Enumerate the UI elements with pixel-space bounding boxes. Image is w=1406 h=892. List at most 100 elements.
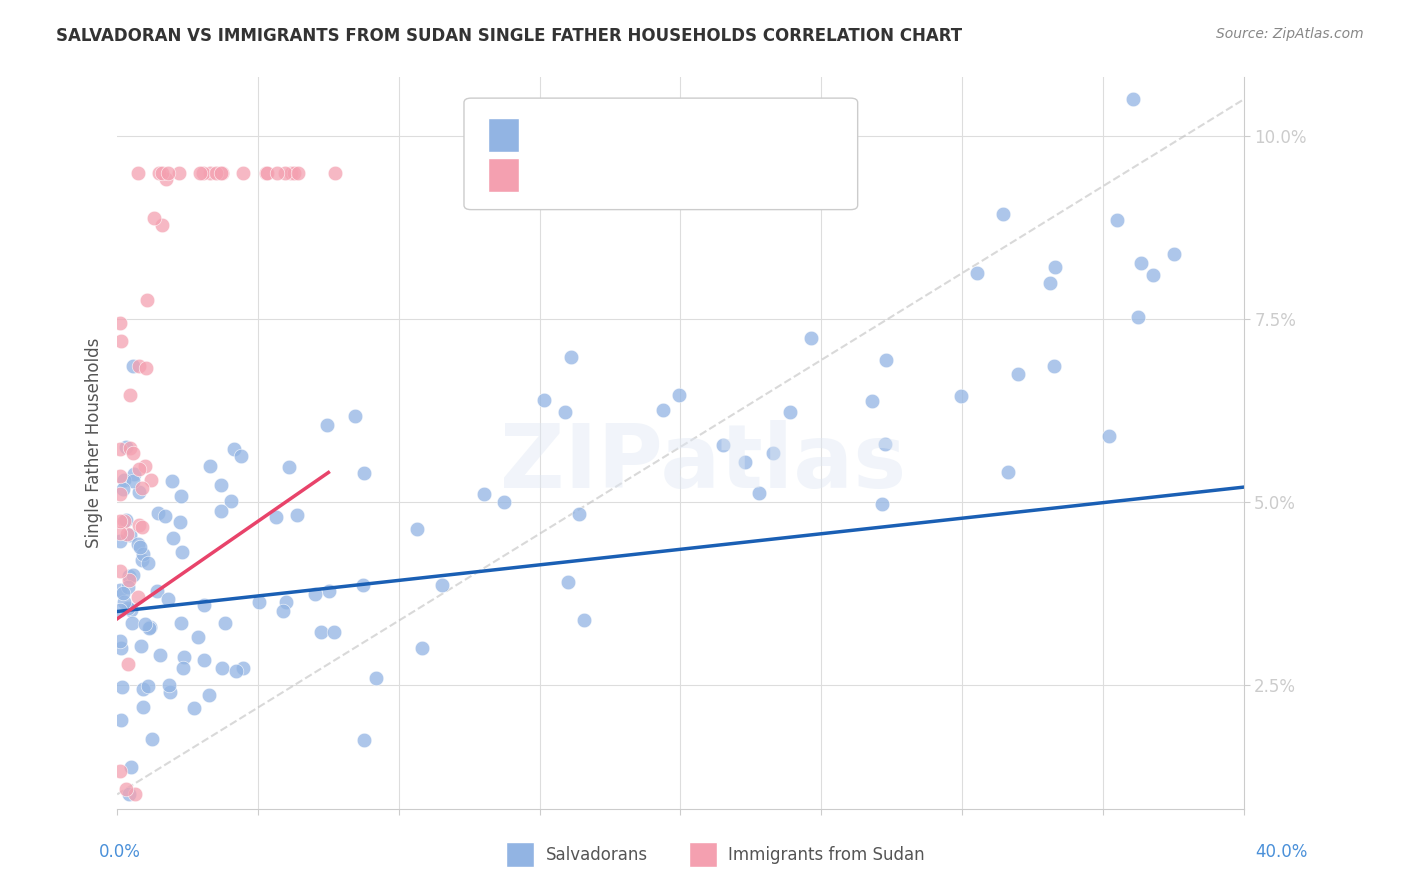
Point <box>121 615 143 630</box>
Point <box>150 218 173 232</box>
Point <box>353 732 375 747</box>
Point <box>108 533 131 548</box>
Point <box>148 165 170 179</box>
Point <box>668 388 690 402</box>
Point <box>108 764 131 779</box>
Point <box>278 460 301 475</box>
Point <box>430 577 453 591</box>
Point <box>142 211 165 225</box>
Point <box>108 514 131 528</box>
Point <box>110 634 132 648</box>
Point <box>997 465 1019 479</box>
Point <box>112 473 135 487</box>
Point <box>950 388 973 402</box>
Point <box>162 475 184 489</box>
Point <box>112 595 135 609</box>
Point <box>198 459 221 474</box>
Point <box>157 592 180 607</box>
Point <box>1122 92 1144 106</box>
Point <box>131 640 153 654</box>
Point <box>232 165 254 179</box>
Point <box>135 293 157 308</box>
Point <box>108 526 131 541</box>
Point <box>193 653 215 667</box>
Point <box>211 165 233 179</box>
Point <box>111 586 134 600</box>
Point <box>492 495 515 509</box>
Point <box>117 657 139 671</box>
Point <box>141 473 163 487</box>
Point <box>115 527 138 541</box>
Point <box>122 446 145 460</box>
Point <box>991 207 1014 221</box>
Point <box>762 446 785 460</box>
Point <box>169 515 191 529</box>
Point <box>209 165 232 179</box>
Point <box>198 688 221 702</box>
Point <box>131 481 153 495</box>
Point <box>198 165 221 179</box>
Point <box>118 441 141 455</box>
Point <box>141 732 163 747</box>
Point <box>1098 429 1121 443</box>
Point <box>875 353 897 368</box>
Point <box>183 701 205 715</box>
Point <box>121 475 143 489</box>
Text: R =: R = <box>530 126 569 144</box>
Point <box>108 603 131 617</box>
Point <box>155 172 177 186</box>
Point <box>1126 310 1149 325</box>
Point <box>222 442 245 456</box>
Point <box>150 165 173 179</box>
Point <box>132 681 155 696</box>
Text: Immigrants from Sudan: Immigrants from Sudan <box>728 846 925 863</box>
Point <box>1105 213 1128 227</box>
Point <box>1163 247 1185 261</box>
Point <box>118 568 141 582</box>
Point <box>1130 255 1153 269</box>
Point <box>554 405 576 419</box>
Point <box>533 393 555 408</box>
Point <box>204 165 226 179</box>
Point <box>127 165 149 179</box>
Point <box>115 781 138 796</box>
Point <box>170 615 193 630</box>
Text: N =: N = <box>652 166 692 184</box>
Point <box>135 360 157 375</box>
Point <box>108 316 131 330</box>
Point <box>118 573 141 587</box>
Point <box>209 504 232 518</box>
Point <box>256 165 278 179</box>
Point <box>309 625 332 640</box>
Point <box>1043 260 1066 274</box>
Point <box>131 552 153 566</box>
Point <box>264 510 287 524</box>
Point <box>162 531 184 545</box>
Point <box>132 699 155 714</box>
Point <box>322 625 344 640</box>
Point <box>318 584 340 599</box>
Point <box>280 165 302 179</box>
Point <box>860 394 883 409</box>
Point <box>115 440 138 454</box>
Point <box>966 266 988 280</box>
Text: N =: N = <box>652 126 692 144</box>
Point <box>193 598 215 612</box>
Point <box>1039 276 1062 290</box>
Point <box>108 469 131 483</box>
Point <box>557 575 579 590</box>
Point <box>191 165 214 179</box>
Text: 51: 51 <box>699 166 724 184</box>
Point <box>567 508 589 522</box>
Point <box>108 442 131 456</box>
Point <box>411 640 433 655</box>
Point <box>304 587 326 601</box>
Point <box>127 590 149 604</box>
Point <box>734 454 756 468</box>
Point <box>283 165 305 179</box>
Point <box>115 513 138 527</box>
Point <box>110 640 132 655</box>
Point <box>110 334 132 349</box>
Point <box>108 583 131 598</box>
Point <box>120 602 142 616</box>
